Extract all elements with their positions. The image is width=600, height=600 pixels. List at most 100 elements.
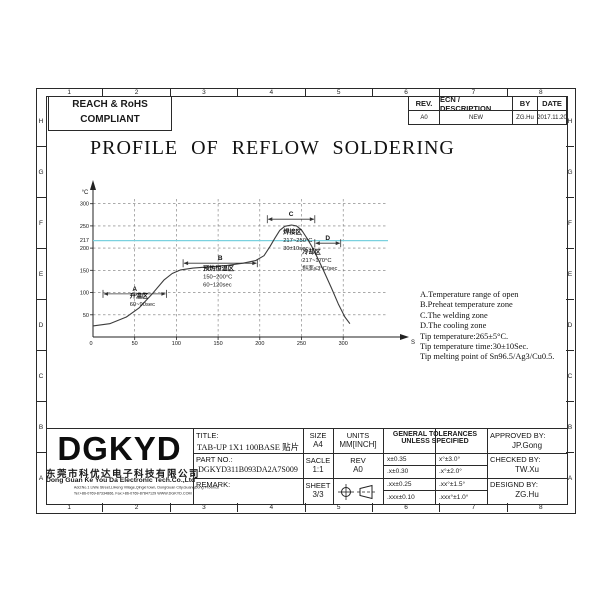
svg-text:30±10sec: 30±10sec <box>283 246 308 252</box>
rev-label: REV <box>350 456 366 465</box>
tolerance-cell: .xxx±0.10 <box>387 493 415 501</box>
zone-number-2: 2 <box>103 503 171 512</box>
svg-text:冷却区: 冷却区 <box>302 248 321 256</box>
svg-text:焊接区: 焊接区 <box>283 228 302 236</box>
sheet-value: 3/3 <box>312 490 324 499</box>
divider <box>193 453 567 454</box>
zone-number-1: 1 <box>36 88 104 96</box>
tick-labels: 0 50 100 150 200 250 300 50 100 150 200 250 300 217 <box>80 202 348 347</box>
zone-marker-A: A <box>132 286 137 293</box>
tolerance-cell: .x°±2.0° <box>439 468 462 475</box>
zone-letter-F: F <box>36 198 46 249</box>
company-name-en: Dong Guan Ke You Da Electronic Tech.Co.,… <box>46 477 196 484</box>
zone-number-8: 8 <box>539 504 543 511</box>
title-label: TITLE: <box>196 431 219 440</box>
svg-text:150: 150 <box>80 268 89 274</box>
note-line: C.The welding zone <box>420 310 488 320</box>
svg-text:斜率≤3°C/sec: 斜率≤3°C/sec <box>302 264 337 272</box>
size-label: SIZE <box>309 431 327 440</box>
title-block: DGKYD 东莞市科优达电子科技有限公司 Dong Guan Ke You Da… <box>46 428 567 504</box>
third-angle-projection-icon <box>336 482 380 507</box>
tolerance-cell: .x±0.30 <box>387 468 409 475</box>
zone-letter-D: D <box>36 300 46 351</box>
y-axis-unit: °C <box>82 190 89 196</box>
zone-number-4: 4 <box>238 503 306 512</box>
checked-by-label: CHECKED BY: <box>490 455 541 464</box>
reference-line-label: 217 <box>80 238 89 244</box>
outer-frame <box>36 88 576 514</box>
svg-text:300: 300 <box>80 202 89 208</box>
svg-text:250: 250 <box>80 224 89 230</box>
company-name-cn: 东莞市科优达电子科技有限公司 <box>46 469 201 480</box>
zone-letter-H: H <box>36 96 46 147</box>
zone-number-3: 3 <box>171 503 239 512</box>
note-line: A.Temperature range of open <box>420 290 519 299</box>
note-line: D.The cooling zone <box>420 321 487 331</box>
inner-frame <box>46 96 568 505</box>
rev-header-rev: REV. <box>415 99 433 108</box>
zone-number-1: 1 <box>36 503 104 512</box>
note-line: Tip temperature time:30±10Sec. <box>420 342 529 352</box>
page-title: PROFILE OF REFLOW SOLDERING <box>90 137 455 159</box>
compliance-badge: REACH & RoHS COMPLIANT <box>48 96 172 131</box>
rev-cell-ecn: NEW <box>439 110 512 124</box>
scale-label: SACLE <box>305 456 331 465</box>
zone-letter-D: D <box>566 300 574 351</box>
zone-number-3: 3 <box>171 88 239 96</box>
profile-curve <box>92 224 351 327</box>
svg-text:300: 300 <box>339 341 348 347</box>
svg-text:50: 50 <box>83 313 89 319</box>
x-axis-unit: S <box>411 340 415 346</box>
divider <box>193 478 567 479</box>
rev-value: A0 <box>353 465 363 474</box>
divider <box>435 429 436 504</box>
rev-header-date: DATE <box>537 97 566 110</box>
tolerance-cell: .xxx°±1.0° <box>439 493 469 501</box>
divider <box>487 429 488 504</box>
note-line: Tip melting point of Sn96.5/Ag3/Cu0.5. <box>420 352 555 362</box>
zone-number-5: 5 <box>306 88 373 96</box>
tolerance-cell: .xx°±1.5° <box>439 480 466 488</box>
tolerance-cell: .xx±0.25 <box>387 480 412 488</box>
compliance-line2: COMPLIANT <box>80 114 140 125</box>
company-contact: Tel:+86-0769-87334866, Fax:+86-0769-8784… <box>73 492 192 496</box>
notes-block: A.Temperature range of open B.Preheat te… <box>420 290 570 363</box>
rev-header-ecn: ECN / DESCRIPTION <box>439 97 512 110</box>
divider <box>193 429 194 504</box>
svg-text:200: 200 <box>80 246 89 252</box>
units-value: MM[INCH] <box>339 440 377 449</box>
approved-by-label: APPROVED BY: <box>490 431 546 440</box>
revision-table: REV. ECN / DESCRIPTION BY DATE A0 NEW ZG… <box>408 96 567 125</box>
company-logo: DGKYD <box>57 430 182 467</box>
title-value: TAB-UP 1X1 100BASE 贴片 <box>196 442 300 452</box>
zone-letter-G: G <box>36 147 46 198</box>
zone-letter-E: E <box>566 249 574 300</box>
svg-text:150~200°C: 150~200°C <box>203 274 232 280</box>
zone-marker-C: C <box>289 211 294 218</box>
rev-cell-rev: A0 <box>409 110 439 124</box>
rev-cell-by: ZG.Hu <box>512 110 537 124</box>
zone-number-6: 6 <box>373 503 441 512</box>
checked-by-value: TW.Xu <box>514 465 539 474</box>
zone-letter-B: B <box>566 402 574 453</box>
svg-text:升温区: 升温区 <box>130 292 149 300</box>
divider <box>383 429 384 504</box>
units-cell: UNITS MM[INCH] <box>333 431 383 449</box>
zone-letter-B: B <box>36 402 46 453</box>
svg-text:100: 100 <box>172 341 181 347</box>
designed-by-value: ZG.Hu <box>515 490 539 499</box>
note-line: Tip temperature:265±5°C. <box>420 331 509 341</box>
zone-annotation-B: B 预热恒温区 150~200°C 60~120sec <box>182 255 258 288</box>
sheet-label: SHEET <box>305 481 331 490</box>
svg-text:250: 250 <box>297 341 306 347</box>
part-no-value: DGKYD311B093DA2A7S009 <box>198 465 298 474</box>
axes: °C S <box>82 180 415 346</box>
zone-annotation-D: D 冷却区 217~170°C斜率≤3°C/sec <box>302 235 342 272</box>
zone-number-8: 8 <box>539 88 543 96</box>
rev-cell: REV A0 <box>333 456 383 474</box>
